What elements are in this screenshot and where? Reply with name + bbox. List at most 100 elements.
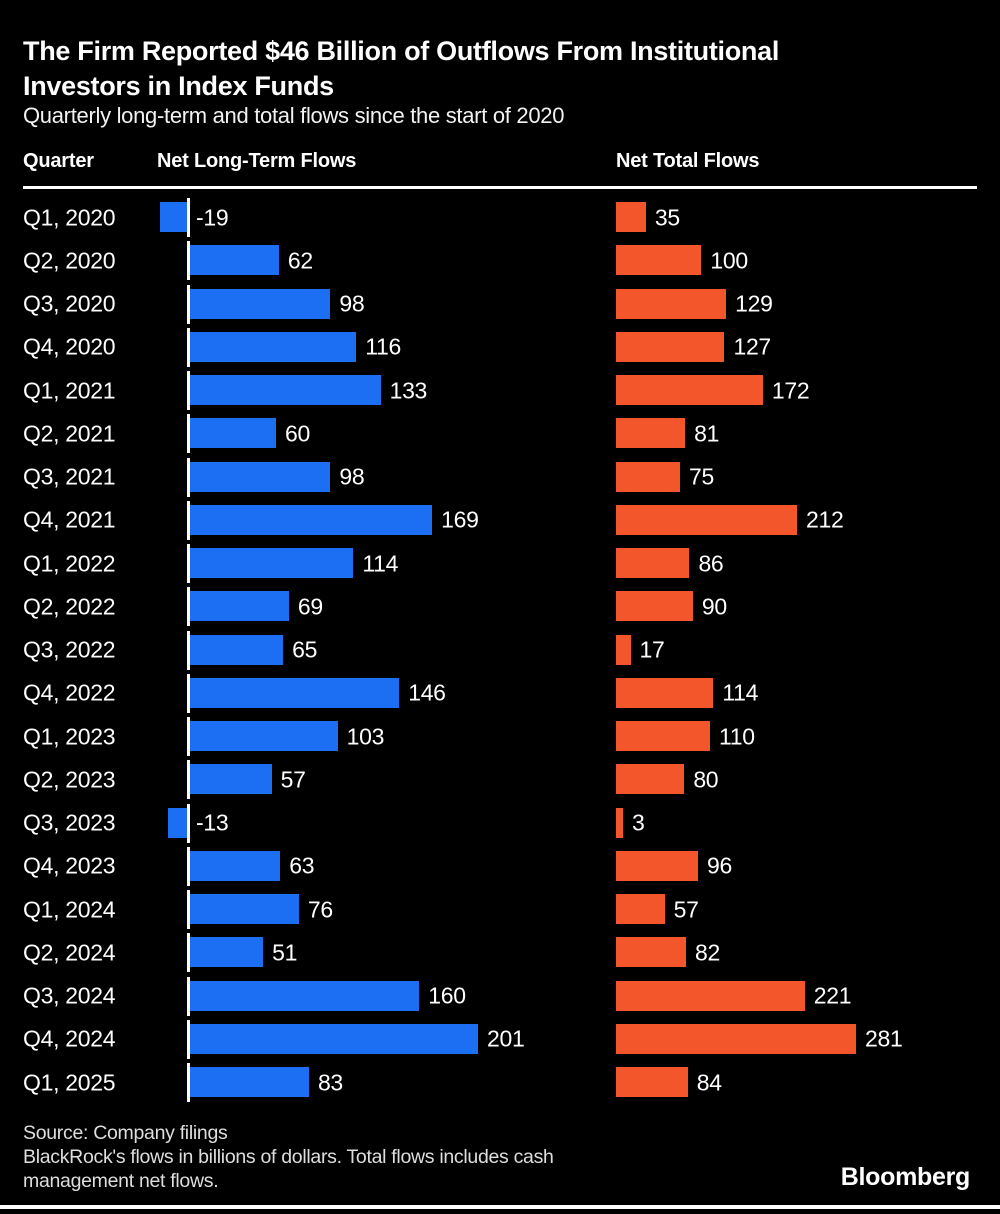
total-value: 221 <box>813 982 852 1009</box>
quarter-label: Q4, 2023 <box>23 852 116 879</box>
column-headers: Quarter Net Long-Term Flows Net Total Fl… <box>23 150 977 176</box>
long-term-flows-cell: -13 <box>157 802 616 845</box>
total-bar <box>616 288 727 319</box>
long-term-value: -19 <box>196 204 229 231</box>
long-term-bar <box>190 980 420 1011</box>
long-term-value: 98 <box>339 290 365 317</box>
total-value: 75 <box>689 463 715 490</box>
long-term-value: 60 <box>284 420 310 447</box>
zero-axis-line <box>187 587 190 627</box>
long-term-value: 116 <box>365 333 401 360</box>
total-flows-cell: 100 <box>616 239 1000 282</box>
table-row: Q4, 2022 146 114 <box>23 672 1000 715</box>
quarter-label: Q3, 2020 <box>23 290 116 317</box>
chart-subtitle: Quarterly long-term and total flows sinc… <box>23 103 565 128</box>
quarter-label: Q2, 2022 <box>23 593 116 620</box>
table-row: Q2, 2023 57 80 <box>23 758 1000 801</box>
quarter-label: Q4, 2020 <box>23 333 116 360</box>
total-value: 90 <box>701 593 727 620</box>
total-value: 129 <box>735 290 773 317</box>
table-row: Q1, 2025 83 84 <box>23 1061 1000 1104</box>
long-term-flows-cell: 63 <box>157 845 616 888</box>
table-row: Q4, 2024 201 281 <box>23 1018 1000 1061</box>
long-term-value: 69 <box>297 593 323 620</box>
zero-axis-line <box>187 500 190 540</box>
quarter-label: Q2, 2020 <box>23 247 116 274</box>
long-term-flows-cell: 83 <box>157 1061 616 1104</box>
long-term-flows-cell: 160 <box>157 975 616 1018</box>
quarter-label: Q1, 2021 <box>23 377 116 404</box>
quarter-label: Q1, 2022 <box>23 550 116 577</box>
footnote-line-2: management net flows. <box>23 1170 219 1192</box>
long-term-bar <box>190 677 400 708</box>
zero-axis-line <box>187 327 190 367</box>
total-bar <box>616 245 702 276</box>
long-term-value: 76 <box>307 896 333 923</box>
quarter-label: Q2, 2024 <box>23 939 116 966</box>
table-row: Q2, 2020 62 100 <box>23 239 1000 282</box>
quarter-label: Q4, 2022 <box>23 679 116 706</box>
zero-axis-line <box>187 803 190 843</box>
total-flows-cell: 172 <box>616 369 1000 412</box>
bar-chart-rows: Q1, 2020 -19 35 Q2, 2020 62 100 Q3, 2020 98 129 Q… <box>23 196 1000 1104</box>
long-term-value: 169 <box>441 506 479 533</box>
zero-axis-line <box>187 717 190 756</box>
total-flows-cell: 57 <box>616 888 1000 931</box>
long-term-flows-cell: 60 <box>157 412 616 455</box>
quarter-label: Q3, 2024 <box>23 982 116 1009</box>
long-term-flows-cell: 201 <box>157 1018 616 1061</box>
total-flows-cell: 17 <box>616 629 1000 672</box>
total-flows-cell: 212 <box>616 499 1000 542</box>
total-value: 84 <box>696 1069 722 1096</box>
total-flows-cell: 80 <box>616 758 1000 801</box>
total-flows-cell: 110 <box>616 715 1000 758</box>
total-value: 100 <box>710 247 748 274</box>
long-term-value: 114 <box>362 550 399 577</box>
long-term-bar <box>190 721 338 751</box>
table-row: Q3, 2021 98 75 <box>23 456 1000 499</box>
zero-axis-line <box>187 1063 190 1102</box>
zero-axis-line <box>187 673 190 713</box>
quarter-label: Q4, 2021 <box>23 506 116 533</box>
quarter-label: Q2, 2023 <box>23 766 116 793</box>
long-term-flows-cell: 103 <box>157 715 616 758</box>
long-term-bar <box>190 245 279 276</box>
table-row: Q4, 2021 169 212 <box>23 499 1000 542</box>
total-bar <box>616 634 631 665</box>
long-term-value: 160 <box>428 982 466 1009</box>
long-term-flows-cell: -19 <box>157 196 616 239</box>
table-row: Q4, 2023 63 96 <box>23 845 1000 888</box>
total-bar <box>616 980 805 1011</box>
column-header-quarter: Quarter <box>23 150 94 172</box>
long-term-flows-cell: 98 <box>157 283 616 326</box>
zero-axis-line <box>187 933 190 973</box>
long-term-value: 133 <box>389 377 428 404</box>
total-value: 86 <box>698 550 724 577</box>
long-term-bar <box>190 764 272 795</box>
bloomberg-logo: Bloomberg <box>840 1163 971 1191</box>
source-note: Source: Company filings <box>23 1122 228 1144</box>
zero-axis-line <box>187 890 190 929</box>
long-term-bar <box>190 591 289 622</box>
table-row: Q2, 2022 69 90 <box>23 585 1000 628</box>
total-flows-cell: 127 <box>616 326 1000 369</box>
total-flows-cell: 221 <box>616 975 1000 1018</box>
table-row: Q4, 2020 116 127 <box>23 326 1000 369</box>
long-term-value: 51 <box>272 939 298 966</box>
long-term-flows-cell: 76 <box>157 888 616 931</box>
table-row: Q3, 2020 98 129 <box>23 283 1000 326</box>
total-flows-cell: 75 <box>616 456 1000 499</box>
quarter-label: Q3, 2021 <box>23 463 116 490</box>
total-bar <box>616 677 714 708</box>
total-flows-cell: 281 <box>616 1018 1000 1061</box>
total-value: 57 <box>673 896 699 923</box>
total-value: 3 <box>632 809 645 836</box>
column-header-long-term-flows: Net Long-Term Flows <box>157 150 357 172</box>
long-term-flows-cell: 146 <box>157 672 616 715</box>
quarter-label: Q2, 2021 <box>23 420 116 447</box>
long-term-value: 146 <box>408 679 446 706</box>
total-flows-cell: 114 <box>616 672 1000 715</box>
total-value: 82 <box>695 939 720 966</box>
total-flows-cell: 96 <box>616 845 1000 888</box>
total-bar <box>616 894 665 924</box>
